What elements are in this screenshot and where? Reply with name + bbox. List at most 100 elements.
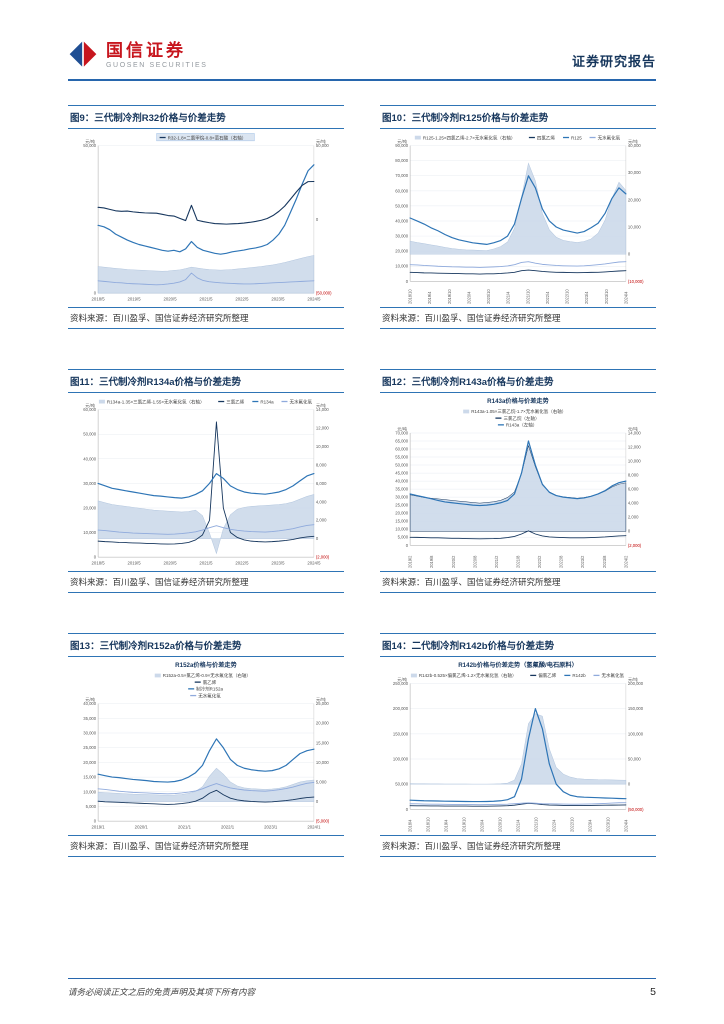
right-axis-tick-label: 2,000 (316, 518, 327, 523)
x-tick-label: 2022/4 (551, 819, 556, 832)
left-axis-tick-label: 35,000 (395, 487, 409, 492)
left-axis-unit-label: 元/吨 (397, 138, 408, 145)
left-axis-tick-label: 50,000 (83, 143, 97, 148)
left-axis-tick-label: 90,000 (395, 143, 409, 148)
x-tick-label: 2020/1 (135, 825, 149, 830)
series-line-2 (97, 524, 315, 535)
x-tick-label: 2020/5 (163, 297, 177, 302)
series-area-0 (97, 767, 315, 802)
x-tick-label: 2023/10 (604, 289, 609, 304)
left-axis-tick-label: 40,000 (395, 479, 409, 484)
x-tick-label: 2020/2 (451, 555, 456, 568)
x-tick-label: 2019/10 (447, 289, 452, 304)
right-axis-tick-label: 100,000 (628, 731, 644, 736)
left-axis-tick-label: 35,000 (83, 716, 97, 721)
x-tick-label: 2022/4 (545, 291, 550, 304)
right-axis-tick-label: 10,000 (316, 760, 330, 765)
left-axis-tick-label: 10,000 (395, 264, 409, 269)
right-axis-unit-label: 元/吨 (628, 138, 639, 145)
right-axis-unit-label: 元/吨 (316, 696, 327, 703)
chart-r134a: R134a-1.35×三氯乙烯-1.55×无水氟化氢（右轴） 三氯乙烯 R134a 无… (68, 393, 344, 571)
figure-r134a: 图11：三代制冷剂R134a价格与价差走势 R134a-1.35×三氯乙烯-1.… (68, 369, 344, 593)
x-tick-label: 2019/1 (92, 825, 106, 830)
x-tick-label: 2019/4 (444, 819, 449, 832)
x-tick-label: 2021/10 (533, 817, 538, 832)
right-axis-unit-label: 元/吨 (628, 426, 639, 433)
figure-r32: 图9：三代制冷剂R32价格与价差走势 R32-1.8×二氯甲烷-0.8×萤石酸（… (68, 105, 344, 329)
left-axis-tick-label: 0 (94, 555, 97, 560)
x-tick-label: 2024/5 (307, 297, 321, 302)
x-tick-label: 2022/10 (569, 817, 574, 832)
legend-item-label: R134a-1.35×三氯乙烯-1.55×无水氟化氢（右轴） (107, 398, 205, 405)
right-axis-tick-label: 2,000 (628, 515, 639, 520)
chart-r142b: R142b价格与价差走势（氢氟酸/电石原料） R142b-0.525×偏氯乙烯-1… (380, 657, 656, 835)
report-type-label: 证券研究报告 (571, 54, 656, 69)
figure-title: 图13：三代制冷剂R152a价格与价差走势 (68, 633, 344, 657)
x-tick-label: 2023/2 (580, 555, 585, 568)
right-axis-tick-label: 8,000 (316, 462, 327, 467)
right-axis-tick-label: 50,000 (316, 143, 330, 148)
figure-source: 资料来源：百川盈孚、国信证券经济研究所整理 (380, 835, 656, 857)
figure-source: 资料来源：百川盈孚、国信证券经济研究所整理 (380, 571, 656, 593)
x-tick-label: 2021/10 (525, 289, 530, 304)
left-axis-tick-label: 65,000 (395, 438, 409, 443)
left-axis-tick-label: 50,000 (395, 782, 409, 787)
right-axis-tick-label: 4,000 (316, 499, 327, 504)
series-area-0 (409, 444, 627, 532)
legend-swatch (98, 399, 105, 404)
left-axis-tick-label: 0 (94, 819, 97, 824)
left-axis-unit-label: 元/吨 (85, 138, 96, 145)
left-axis-tick-label: 0 (406, 807, 409, 812)
left-axis-tick-label: 30,000 (83, 481, 97, 486)
brand-name-cn: 国信证券 (106, 40, 186, 60)
right-axis-tick-label: 5,000 (316, 780, 327, 785)
right-axis-tick-label: 20,000 (628, 197, 642, 202)
x-tick-label: 2023/5 (271, 561, 285, 566)
x-tick-label: 2022/8 (559, 555, 564, 568)
legend-item-label: R142b (572, 673, 586, 678)
x-tick-label: 2024/2 (623, 555, 628, 568)
right-axis-tick-label: 0 (316, 536, 319, 541)
x-tick-label: 2020/4 (480, 819, 485, 832)
x-tick-label: 2023/4 (587, 819, 592, 832)
legend-item-label: R143a-1.05×三氯乙烷-1.7×无水氟化氢（右轴） (471, 408, 566, 415)
left-axis-tick-label: 10,000 (83, 789, 97, 794)
x-tick-label: 2019/2 (408, 555, 413, 568)
left-axis-tick-label: 50,000 (83, 432, 97, 437)
left-axis-tick-label: 150,000 (393, 731, 409, 736)
right-axis-unit-label: 元/吨 (316, 138, 327, 145)
legend-item-label: 制冷剂R152a (196, 686, 223, 693)
figure-source: 资料来源：百川盈孚、国信证券经济研究所整理 (68, 835, 344, 857)
chart-r32: R32-1.8×二氯甲烷-0.8×萤石酸（右轴） 50,000 0 50,000 0 (5… (68, 129, 344, 307)
x-tick-label: 2019/5 (128, 561, 142, 566)
x-tick-label: 2020/10 (486, 289, 491, 304)
x-tick-label: 2023/5 (271, 297, 285, 302)
right-axis-unit-label: 元/吨 (628, 676, 639, 683)
left-axis-tick-label: 25,000 (395, 503, 409, 508)
left-axis-tick-label: 20,000 (395, 511, 409, 516)
x-tick-label: 2021/5 (199, 561, 213, 566)
left-axis-tick-label: 5,000 (398, 535, 409, 540)
left-axis-tick-label: 20,000 (83, 505, 97, 510)
x-tick-label: 2021/4 (515, 819, 520, 832)
right-axis-tick-label: 0 (628, 782, 631, 787)
left-axis-tick-label: 55,000 (395, 455, 409, 460)
figure-r152a: 图13：三代制冷剂R152a价格与价差走势 R152a价格与价差走势 R152a-… (68, 633, 344, 857)
right-axis-tick-label: 10,000 (628, 459, 642, 464)
x-tick-label: 2021/8 (515, 555, 520, 568)
series-line-2 (97, 164, 315, 255)
series-line-2 (97, 781, 315, 795)
right-axis-tick-label: 14,000 (316, 407, 330, 412)
x-tick-label: 2018/5 (92, 297, 106, 302)
legend-item-label: R143a（左轴） (506, 422, 537, 429)
figure-r142b: 图14：二代制冷剂R142b价格与价差走势 R142b价格与价差走势（氢氟酸/电… (380, 633, 656, 857)
figure-r143a: 图12：三代制冷剂R143a价格与价差走势 R143a价格与价差走势 R143a-… (380, 369, 656, 593)
x-tick-label: 2020/8 (472, 555, 477, 568)
left-axis-tick-label: 20,000 (395, 249, 409, 254)
left-axis-tick-label: 40,000 (83, 456, 97, 461)
chart-r152a: R152a价格与价差走势 R152a-0.5×氯乙烯-0.9×无水氟化氢（右轴）氯… (68, 657, 344, 835)
chart-inner-title: R152a价格与价差走势 (175, 661, 238, 669)
chart-r143a: R143a价格与价差走势 R143a-1.05×三氯乙烷-1.7×无水氟化氢（右轴… (380, 393, 656, 571)
right-axis-tick-label: 0 (628, 252, 631, 257)
